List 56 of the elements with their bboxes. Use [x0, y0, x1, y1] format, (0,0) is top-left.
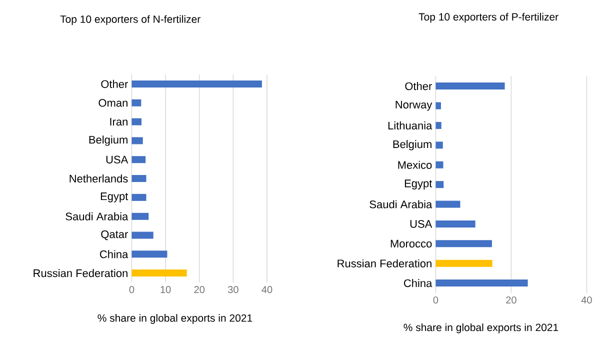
- bar: [132, 156, 146, 164]
- bar: [436, 122, 442, 129]
- y-tick-label: Saudi Arabia: [66, 212, 128, 220]
- bar: [436, 280, 528, 287]
- bar: [436, 260, 492, 267]
- y-tick-label: Morocco: [390, 240, 432, 248]
- y-tick-label: Other: [101, 80, 128, 88]
- y-tick-label: China: [100, 250, 128, 258]
- bar: [436, 102, 441, 110]
- bar: [132, 270, 187, 277]
- x-axis-title: % share in global exports in 2021: [404, 323, 558, 334]
- x-tick-label: 40: [262, 286, 272, 294]
- bar: [132, 99, 142, 106]
- y-tick-label: Saudi Arabia: [370, 200, 432, 208]
- bar: [132, 137, 143, 144]
- y-tick-label: Lithuania: [388, 121, 432, 130]
- y-tick-label: Norway: [396, 100, 432, 111]
- bar: [436, 82, 505, 90]
- x-tick-label: 0: [433, 296, 438, 304]
- chart-title: Top 10 exporters of P-fertilizer: [418, 12, 558, 23]
- x-tick-label: 20: [194, 286, 205, 294]
- bar: [132, 118, 142, 126]
- y-tick-label: Belgium: [89, 136, 128, 146]
- bar: [436, 181, 444, 188]
- y-tick-label: Russian Federation: [338, 259, 432, 268]
- y-tick-label: USA: [106, 156, 128, 164]
- bar: [132, 212, 149, 220]
- y-tick-label: Egypt: [100, 192, 128, 202]
- bar: [436, 142, 443, 149]
- bar: [436, 240, 492, 248]
- x-tick-label: 10: [160, 286, 171, 294]
- y-tick-label: Mexico: [398, 160, 432, 169]
- bar: [436, 200, 460, 208]
- x-tick-label: 0: [129, 286, 134, 294]
- bar: [132, 80, 262, 88]
- y-tick-label: Iran: [110, 118, 128, 126]
- x-tick-label: 40: [581, 296, 592, 304]
- y-tick-label: Egypt: [404, 180, 432, 190]
- bar: [132, 232, 154, 239]
- y-tick-label: China: [404, 279, 432, 288]
- y-tick-label: Qatar: [101, 230, 128, 240]
- y-tick-label: Oman: [98, 98, 128, 107]
- chart-title: Top 10 exporters of N-fertilizer: [60, 15, 200, 25]
- y-tick-label: Netherlands: [70, 174, 128, 183]
- bar: [436, 161, 444, 168]
- y-tick-label: Other: [405, 82, 432, 90]
- bar: [132, 250, 168, 258]
- x-tick-label: 30: [228, 286, 238, 294]
- bar: [132, 194, 146, 201]
- bar: [132, 175, 146, 182]
- bar: [436, 220, 476, 228]
- x-axis-title: % share in global exports in 2021: [98, 314, 252, 324]
- x-tick-label: 20: [506, 296, 516, 304]
- y-tick-label: Belgium: [393, 140, 432, 150]
- y-tick-label: USA: [410, 220, 432, 228]
- y-tick-label: Russian Federation: [34, 269, 128, 278]
